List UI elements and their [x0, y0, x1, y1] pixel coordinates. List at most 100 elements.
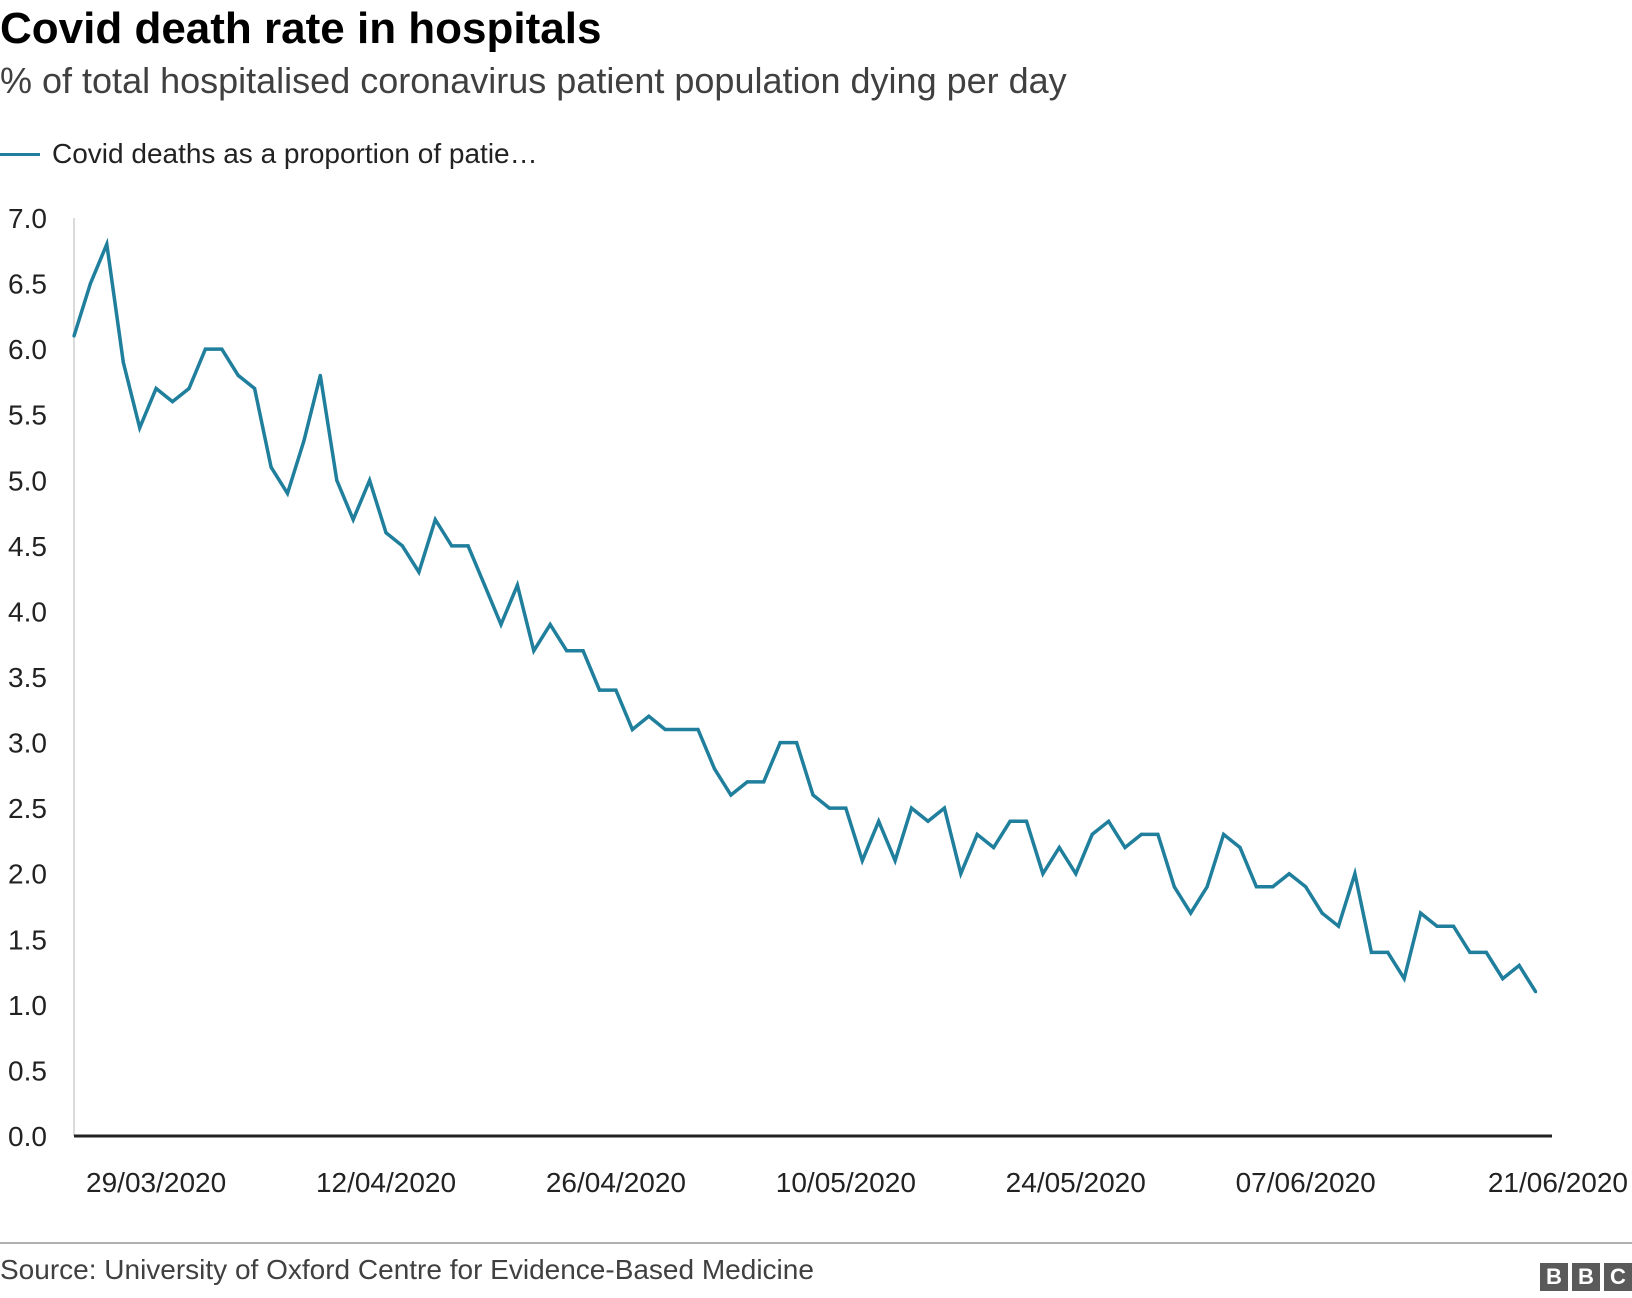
data-point: [1534, 990, 1538, 994]
bbc-logo-letter: B: [1572, 1263, 1600, 1291]
chart-title: Covid death rate in hospitals: [0, 4, 602, 53]
data-point: [844, 806, 848, 810]
x-tick-label: 24/05/2020: [1006, 1167, 1146, 1198]
data-point: [827, 806, 832, 810]
data-point: [1468, 950, 1472, 955]
data-point: [860, 859, 864, 863]
data-point: [1320, 911, 1324, 915]
data-point: [1287, 872, 1291, 876]
data-point: [220, 347, 224, 351]
chart-subtitle: % of total hospitalised coronavirus pati…: [0, 60, 1067, 101]
data-point: [1189, 911, 1193, 915]
data-point: [499, 622, 503, 627]
x-tick-label: 07/06/2020: [1236, 1167, 1376, 1198]
y-tick-label: 0.5: [8, 1055, 47, 1086]
data-point: [959, 872, 963, 876]
line-chart: 0.0 0.5 1.0 1.5 2.0 2.5 3.0 3.5 4.0 4.5 5.0 5.5 6.0 6…: [8, 203, 1628, 1198]
data-point: [565, 649, 569, 653]
bbc-logo: B B C: [1540, 1263, 1632, 1291]
y-tick-label: 3.5: [8, 662, 47, 693]
data-point: [893, 859, 897, 863]
source-note: Source: University of Oxford Centre for …: [0, 1254, 814, 1285]
data-point: [1402, 977, 1406, 981]
data-point: [417, 570, 421, 574]
data-point: [1123, 845, 1127, 850]
y-tick-label: 3.0: [8, 728, 47, 759]
data-point: [203, 347, 207, 351]
y-tick-label: 1.5: [8, 924, 47, 955]
bbc-logo-letter: C: [1604, 1263, 1632, 1291]
data-point: [285, 491, 290, 495]
data-point: [1222, 832, 1226, 837]
data-point: [368, 478, 372, 482]
data-point: [663, 727, 667, 732]
y-tick-label: 1.0: [8, 990, 47, 1021]
data-point: [72, 334, 76, 338]
data-point: [795, 741, 799, 745]
y-tick-label: 4.5: [8, 531, 47, 562]
data-point: [680, 727, 684, 732]
data-point: [745, 780, 749, 784]
data-point: [712, 767, 717, 771]
y-tick-label: 5.0: [8, 465, 47, 496]
data-point: [269, 465, 273, 469]
data-point: [762, 780, 766, 784]
data-point: [515, 583, 520, 587]
y-tick-label: 6.5: [8, 269, 47, 300]
data-point: [1451, 924, 1456, 928]
data-point: [614, 688, 618, 692]
data-point: [1008, 819, 1012, 823]
data-point: [1057, 845, 1061, 850]
data-point: [433, 518, 437, 522]
data-point: [1172, 885, 1176, 889]
data-point: [400, 544, 404, 548]
data-point: [1139, 832, 1143, 837]
data-point: [236, 373, 240, 377]
data-point: [877, 819, 881, 823]
data-point: [187, 386, 191, 391]
data-point: [1517, 963, 1521, 968]
data-point: [811, 793, 815, 797]
data-point: [1271, 885, 1275, 889]
data-point: [630, 727, 635, 732]
data-point: [992, 845, 996, 850]
data-point: [729, 793, 733, 797]
data-point: [1369, 950, 1373, 955]
data-point: [154, 386, 158, 391]
x-tick-label: 29/03/2020: [86, 1167, 226, 1198]
y-tick-label: 5.5: [8, 400, 47, 431]
data-point: [1156, 832, 1160, 837]
data-point: [138, 426, 142, 430]
series-line: [72, 237, 1538, 993]
y-tick-label: 2.5: [8, 793, 47, 824]
data-point: [335, 478, 339, 482]
legend-swatch: [0, 152, 40, 156]
data-point: [302, 439, 306, 443]
data-point: [548, 622, 552, 627]
data-point: [1107, 819, 1111, 823]
data-point: [1501, 977, 1505, 981]
y-tick-label: 0.0: [8, 1121, 47, 1152]
data-point: [1353, 872, 1357, 876]
legend-label: Covid deaths as a proportion of patie…: [52, 138, 538, 169]
data-point: [1435, 924, 1439, 928]
data-point: [597, 688, 602, 692]
data-point: [1304, 885, 1308, 889]
y-tick-label: 2.0: [8, 859, 47, 890]
y-tick-label: 4.0: [8, 596, 47, 627]
data-point: [1074, 872, 1078, 876]
data-point: [1238, 845, 1242, 850]
data-point: [909, 806, 914, 810]
x-tick-label: 12/04/2020: [316, 1167, 456, 1198]
data-point: [1419, 911, 1423, 915]
data-point: [318, 373, 322, 377]
bbc-logo-letter: B: [1540, 1263, 1568, 1291]
y-tick-label: 7.0: [8, 203, 47, 234]
data-point: [1484, 950, 1488, 955]
data-point: [466, 544, 470, 548]
data-point: [121, 360, 125, 364]
x-axis: 29/03/2020 12/04/2020 26/04/2020 10/05/2020…: [74, 1134, 1628, 1198]
data-point: [1090, 832, 1094, 837]
data-point: [1254, 885, 1258, 889]
y-tick-label: 6.0: [8, 334, 47, 365]
